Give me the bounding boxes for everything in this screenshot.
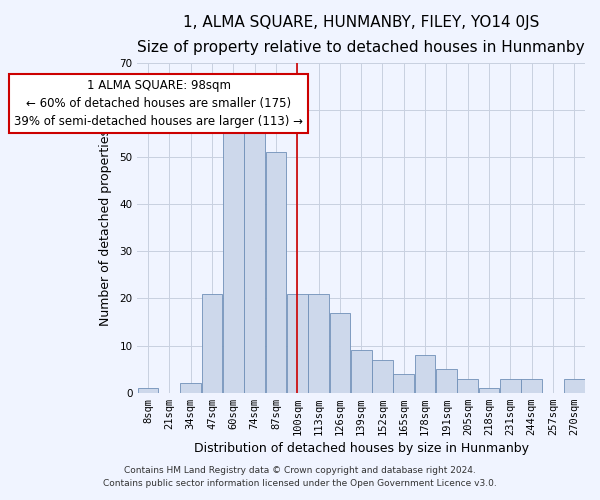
Bar — [266, 152, 286, 392]
Bar — [244, 120, 265, 392]
Y-axis label: Number of detached properties: Number of detached properties — [100, 129, 112, 326]
Text: 1 ALMA SQUARE: 98sqm
← 60% of detached houses are smaller (175)
39% of semi-deta: 1 ALMA SQUARE: 98sqm ← 60% of detached h… — [14, 79, 303, 128]
Bar — [287, 294, 308, 392]
Bar — [415, 355, 436, 393]
Text: Contains HM Land Registry data © Crown copyright and database right 2024.
Contai: Contains HM Land Registry data © Crown c… — [103, 466, 497, 487]
Bar — [372, 360, 393, 392]
Bar — [521, 378, 542, 392]
X-axis label: Distribution of detached houses by size in Hunmanby: Distribution of detached houses by size … — [194, 442, 529, 455]
Bar — [436, 369, 457, 392]
Bar — [564, 378, 584, 392]
Bar — [308, 294, 329, 392]
Bar — [181, 384, 201, 392]
Bar — [394, 374, 414, 392]
Bar — [457, 378, 478, 392]
Bar — [329, 312, 350, 392]
Bar — [137, 388, 158, 392]
Bar — [479, 388, 499, 392]
Bar — [202, 294, 223, 392]
Bar — [500, 378, 521, 392]
Title: 1, ALMA SQUARE, HUNMANBY, FILEY, YO14 0JS
Size of property relative to detached : 1, ALMA SQUARE, HUNMANBY, FILEY, YO14 0J… — [137, 15, 585, 54]
Bar — [223, 128, 244, 392]
Bar — [351, 350, 371, 393]
